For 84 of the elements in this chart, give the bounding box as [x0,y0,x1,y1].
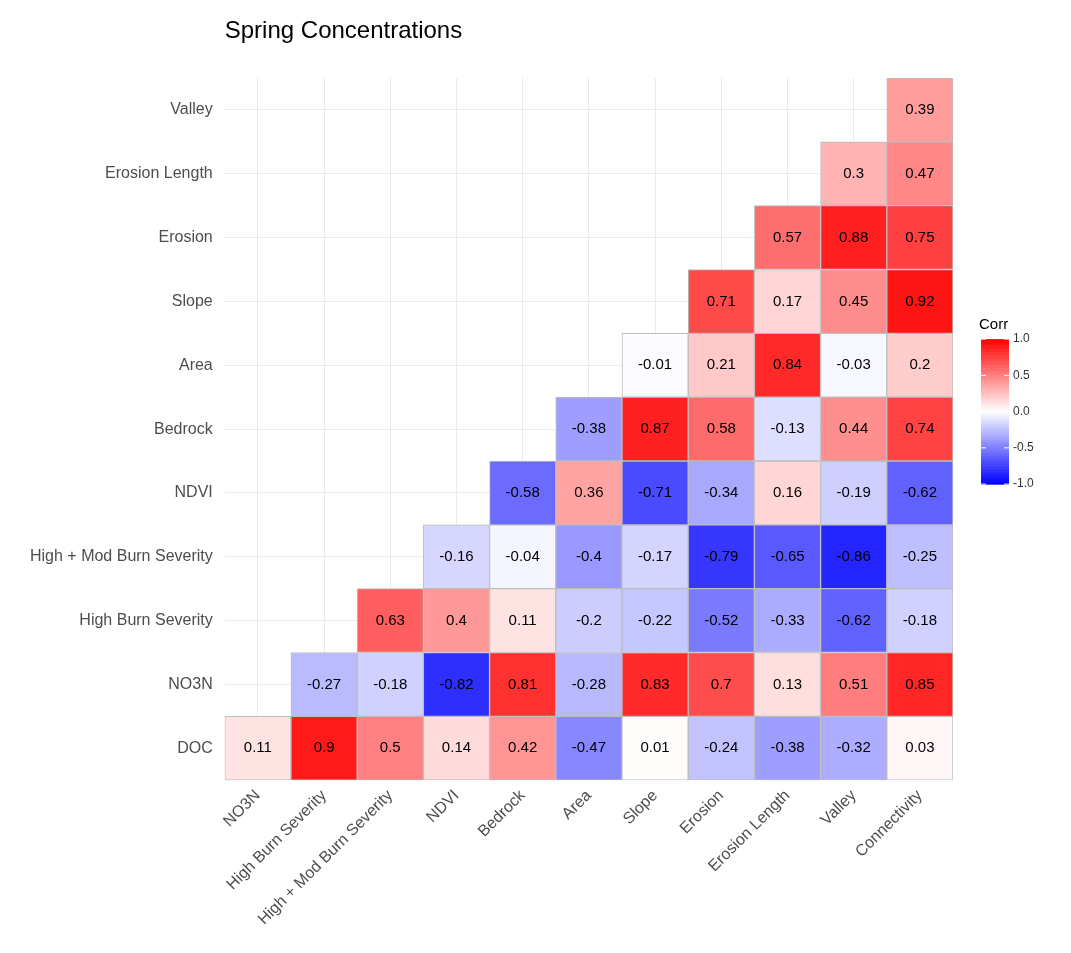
data-label: -0.65 [770,546,805,564]
data-label: 0.17 [772,291,803,309]
data-label: -0.4 [575,546,602,564]
data-label: -0.01 [637,355,673,373]
y-tick-label: High + Mod Burn Severity [30,547,213,565]
data-label: -0.58 [505,483,540,501]
data-label: 0.92 [905,291,935,309]
data-label: 0.01 [640,738,670,756]
data-label: -0.86 [836,546,871,564]
data-label: 0.42 [508,738,538,756]
data-label: -0.03 [836,355,871,373]
data-label: -0.18 [902,610,937,628]
data-label: 0.36 [574,483,604,501]
data-label: 0.63 [375,610,405,628]
data-label: 0.74 [905,419,935,437]
data-label: 0.16 [772,483,803,501]
data-label: -0.38 [571,419,606,437]
color-bar-label: -1.0 [1013,476,1034,491]
data-label: 0.13 [772,674,803,692]
data-label: 0.39 [905,100,935,118]
data-label: 0.3 [843,163,865,181]
data-label: 0.44 [839,419,869,437]
data-label: 0.84 [772,355,803,373]
data-label: 0.51 [839,674,869,692]
data-label: -0.62 [836,610,871,628]
data-label: 0.47 [905,163,935,181]
y-tick-label: DOC [177,738,213,756]
data-label: 0.81 [508,674,538,692]
data-label: 0.2 [909,355,931,373]
data-label: 0.14 [441,738,472,756]
y-tick-label: Slope [171,291,213,309]
data-label: 0.4 [446,610,467,628]
data-label: 0.7 [710,674,732,692]
data-label: 0.5 [379,738,401,756]
data-label: -0.2 [575,610,602,628]
data-label: -0.18 [373,674,408,692]
data-label: 0.45 [839,291,869,309]
y-tick-label: NO3N [168,674,213,692]
data-label: -0.32 [836,738,871,756]
color-bar-label: 0.5 [1013,367,1031,382]
y-tick-label: High Burn Severity [79,611,213,629]
data-label: 0.71 [706,291,736,309]
data-label: 0.9 [313,738,335,756]
y-tick-label: NDVI [174,483,213,501]
data-label: -0.34 [704,483,739,501]
data-label: -0.27 [306,674,342,692]
data-label: 0.87 [640,419,670,437]
data-label: -0.22 [637,610,673,628]
data-label: -0.71 [637,483,673,501]
data-label: 0.57 [772,227,803,245]
data-label: -0.16 [439,546,474,564]
data-label: -0.25 [902,546,937,564]
data-label: -0.19 [836,483,871,501]
data-label: -0.17 [637,546,673,564]
chart-title: Spring Concentrations [224,16,463,43]
data-label: -0.38 [770,738,805,756]
color-bar-label: -0.5 [1013,440,1034,455]
y-tick-label: Erosion Length [105,164,213,182]
data-label: -0.24 [704,738,739,756]
data-label: 0.03 [905,738,935,756]
data-label: 0.83 [640,674,670,692]
data-label: 0.88 [839,227,869,245]
data-label: -0.13 [770,419,805,437]
y-tick-label: Bedrock [154,419,214,437]
data-label: -0.82 [439,674,474,692]
data-label: 0.75 [905,227,935,245]
data-label: -0.04 [505,546,540,564]
data-label: 0.21 [706,355,736,373]
data-label: 0.11 [243,738,272,756]
y-tick-label: Erosion [158,228,213,245]
data-label: 0.85 [905,674,935,692]
data-label: -0.33 [770,610,805,628]
data-label: -0.52 [704,610,739,628]
data-label: 0.11 [508,610,537,628]
data-label: -0.79 [704,546,739,564]
color-bar-label: 1.0 [1013,331,1031,346]
data-label: -0.28 [571,674,606,692]
color-bar-title: Corr [979,315,1009,333]
y-tick-label: Valley [170,100,213,118]
data-label: -0.47 [571,738,606,756]
y-tick-label: Area [178,355,213,373]
data-label: -0.62 [902,483,937,501]
color-bar-label: 0.0 [1013,403,1031,418]
data-label: 0.58 [706,419,736,437]
